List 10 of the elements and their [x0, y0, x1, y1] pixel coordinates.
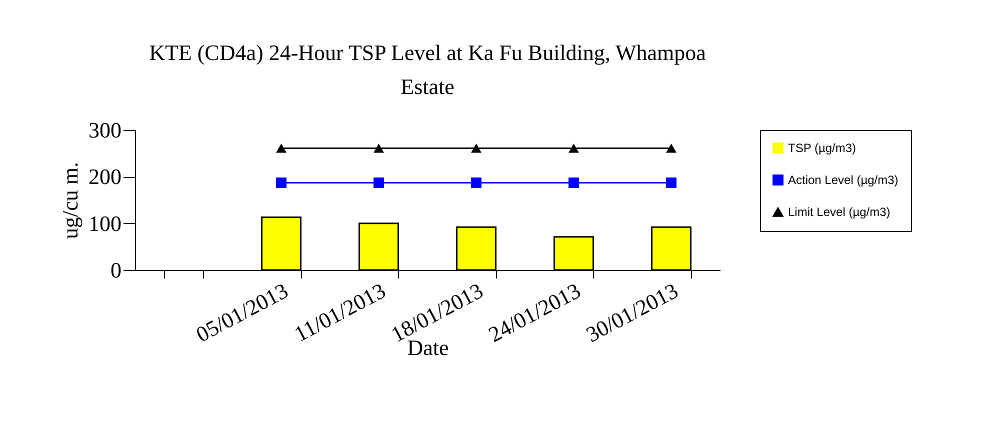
- legend-label: Limit Level (µg/m3): [788, 205, 890, 219]
- legend-label: Action Level (µg/m3): [788, 173, 898, 187]
- y-tick-label: 100: [88, 210, 122, 236]
- y-axis-title: ug/cu m.: [58, 162, 82, 239]
- x-axis-title: Date: [407, 335, 449, 360]
- y-tick-label: 200: [88, 164, 122, 190]
- y-tick-label: 0: [110, 258, 122, 282]
- y-tick-label: 300: [88, 118, 122, 142]
- legend-label: TSP (µg/m3): [788, 141, 856, 155]
- chart-title: KTE (CD4a) 24-Hour TSP Level at Ka Fu Building, Whampoa Estate: [149, 40, 706, 99]
